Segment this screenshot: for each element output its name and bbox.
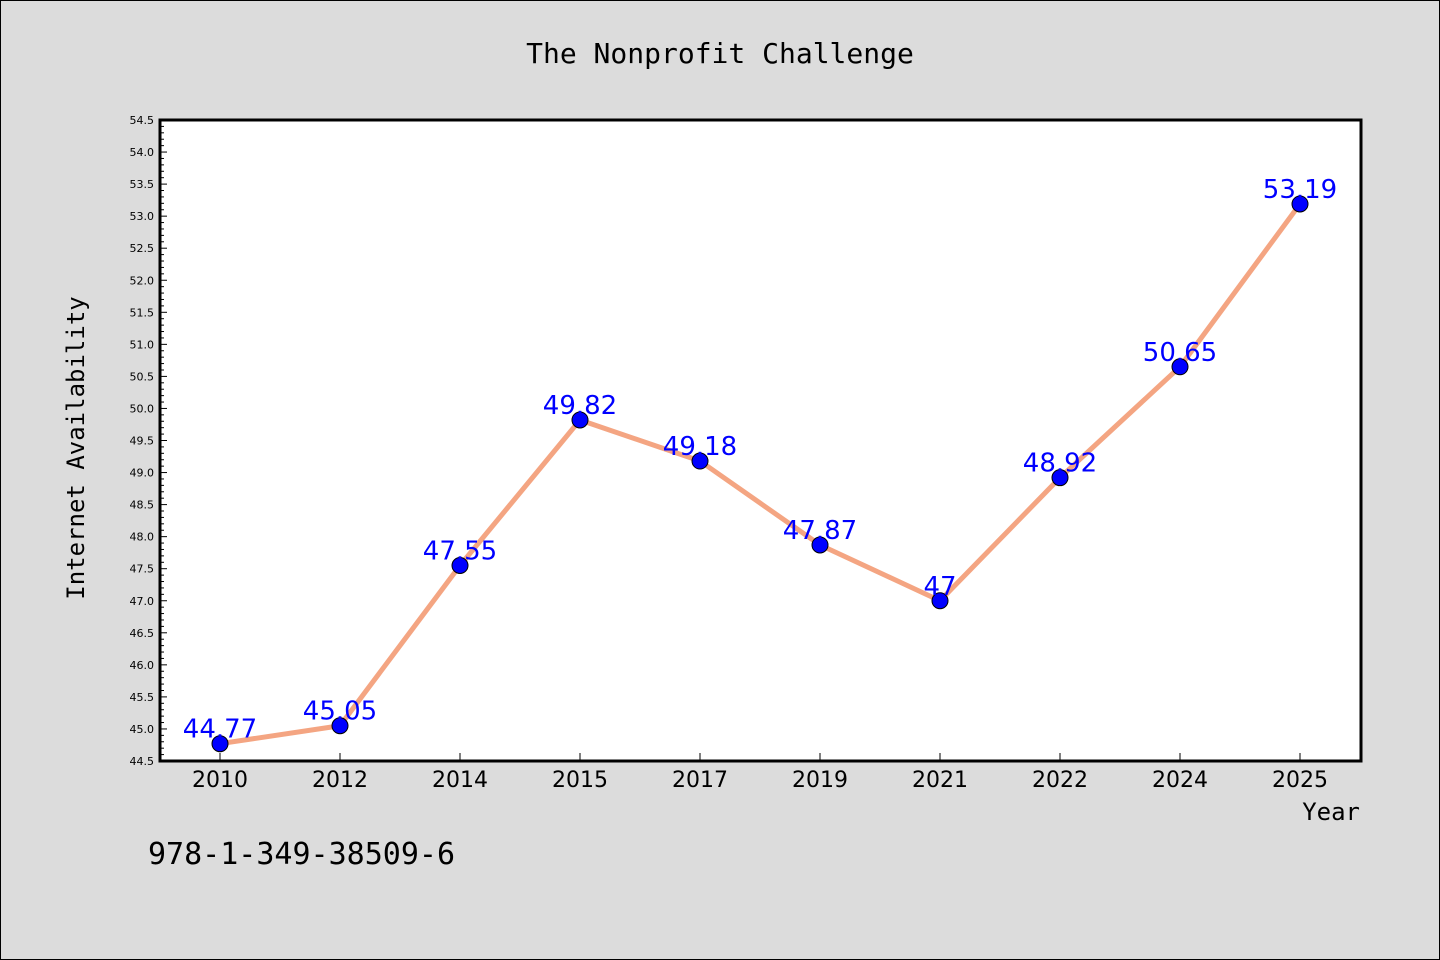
chart-title: The Nonprofit Challenge xyxy=(526,37,914,70)
x-tick-label: 2024 xyxy=(1152,768,1208,793)
data-label: 49.82 xyxy=(543,391,617,421)
y-tick-label: 54.0 xyxy=(130,146,155,159)
y-tick-label: 48.5 xyxy=(130,499,155,512)
data-point xyxy=(811,536,829,554)
y-tick-label: 52.0 xyxy=(130,274,155,287)
y-tick-label: 53.0 xyxy=(130,210,155,223)
y-tick-label: 51.0 xyxy=(130,338,155,351)
y-tick-label: 46.5 xyxy=(130,627,155,640)
y-tick-label: 46.0 xyxy=(130,659,155,672)
data-point xyxy=(331,717,349,735)
data-label: 47 xyxy=(923,572,956,602)
x-tick-label: 2012 xyxy=(312,768,368,793)
data-label: 44.77 xyxy=(183,715,257,745)
y-tick-label: 47.5 xyxy=(130,563,155,576)
data-label: 49.18 xyxy=(663,432,737,462)
y-tick-label: 52.5 xyxy=(130,242,155,255)
y-tick-label: 45.0 xyxy=(130,723,155,736)
y-tick-label: 45.5 xyxy=(130,691,155,704)
data-label: 45.05 xyxy=(303,697,377,727)
data-markers xyxy=(211,195,1309,753)
x-tick-label: 2014 xyxy=(432,768,488,793)
y-tick-marks xyxy=(160,119,167,762)
data-point xyxy=(1171,358,1189,376)
y-axis-label: Internet Availability xyxy=(62,296,90,599)
data-point xyxy=(571,411,589,429)
data-point xyxy=(1051,469,1069,487)
data-point xyxy=(1291,195,1309,213)
data-label: 50.65 xyxy=(1143,338,1217,368)
x-tick-label: 2017 xyxy=(672,768,728,793)
y-tick-label: 51.5 xyxy=(130,306,155,319)
data-point xyxy=(451,556,469,574)
y-tick-label: 47.0 xyxy=(130,595,155,608)
y-tick-label: 49.0 xyxy=(130,467,155,480)
data-point xyxy=(931,592,949,610)
data-point xyxy=(691,452,709,470)
y-tick-label: 50.5 xyxy=(130,370,155,383)
isbn-footnote: 978-1-349-38509-6 xyxy=(148,837,455,872)
data-label: 47.55 xyxy=(423,536,497,566)
x-tick-label: 2010 xyxy=(192,768,248,793)
y-tick-label: 49.5 xyxy=(130,435,155,448)
y-tick-label: 54.5 xyxy=(130,114,155,127)
x-tick-marks xyxy=(219,753,1301,761)
data-label: 53.19 xyxy=(1263,175,1337,205)
y-tick-labels: 44.5 45.0 45.5 46.0 46.5 47.0 47.5 48.0 48.5 49.0… xyxy=(130,114,155,768)
x-tick-labels: 2010 2012 2014 2015 2017 2019 2021 2022 2024 2025 xyxy=(192,768,1328,793)
data-label: 48.92 xyxy=(1023,449,1097,479)
y-tick-label: 53.5 xyxy=(130,178,155,191)
x-axis-label: Year xyxy=(1302,798,1360,826)
x-tick-label: 2019 xyxy=(792,768,848,793)
y-tick-label: 48.0 xyxy=(130,531,155,544)
x-tick-label: 2021 xyxy=(912,768,968,793)
plot-area xyxy=(158,118,1363,763)
y-tick-label: 44.5 xyxy=(130,755,155,768)
x-tick-label: 2022 xyxy=(1032,768,1088,793)
x-tick-label: 2025 xyxy=(1272,768,1328,793)
data-point xyxy=(211,735,229,753)
x-tick-label: 2015 xyxy=(552,768,608,793)
data-labels: 44.77 45.05 47.55 49.82 49.18 47.87 47 48.92 50.… xyxy=(183,175,1337,745)
series-line xyxy=(219,202,1303,747)
y-tick-label: 50.0 xyxy=(130,402,155,415)
data-label: 47.87 xyxy=(783,516,857,546)
